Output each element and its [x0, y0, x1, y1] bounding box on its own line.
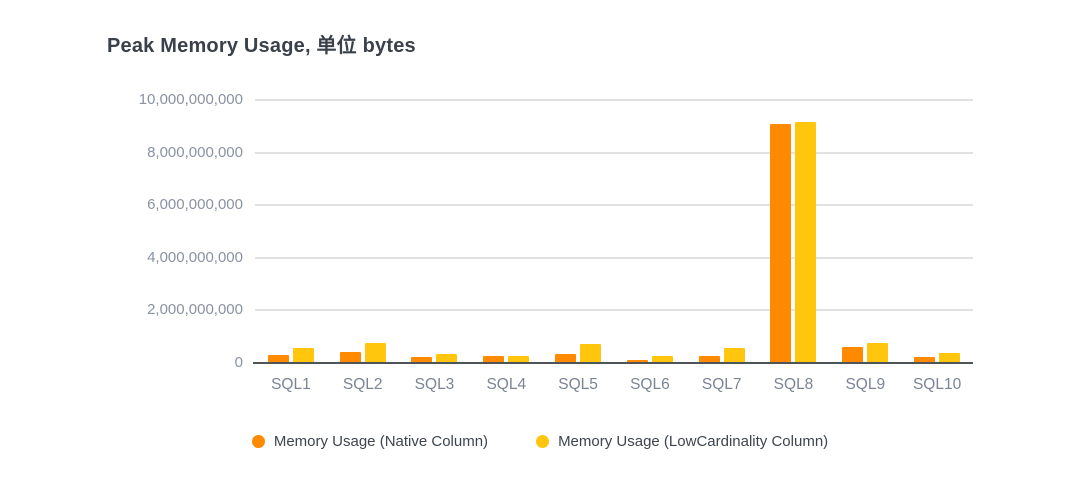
- bar-group-sql6: [614, 100, 686, 363]
- bar-sql4-native: [483, 356, 505, 363]
- bar-sql5-lowcardinality: [580, 343, 602, 363]
- bar-group-sql5: [542, 100, 614, 363]
- x-tick-label-sql3: SQL3: [414, 376, 455, 393]
- legend-label: Memory Usage (Native Column): [273, 433, 489, 450]
- legend: Memory Usage (Native Column) Memory Usage…: [0, 433, 1080, 450]
- chart-title: Peak Memory Usage, 单位 bytes: [107, 35, 416, 57]
- x-axis-line: [253, 362, 973, 364]
- plot-area: [253, 99, 973, 364]
- bar-groups: [255, 100, 973, 363]
- bar-sql8-native: [770, 123, 792, 363]
- bar-sql1-lowcardinality: [292, 347, 314, 363]
- legend-item-native[interactable]: Memory Usage (Native Column): [251, 433, 489, 450]
- bar-group-sql9: [829, 100, 901, 363]
- y-tick-label: 0: [234, 354, 243, 371]
- x-tick-label-sql7: SQL7: [701, 376, 742, 393]
- bar-sql9-native: [842, 347, 864, 363]
- bar-sql10-native: [914, 356, 936, 363]
- bar-sql3-lowcardinality: [436, 353, 458, 363]
- legend-dot-icon: [536, 435, 550, 448]
- gridline: [255, 99, 973, 101]
- legend-item-lowcardinality[interactable]: Memory Usage (LowCardinality Column): [536, 433, 828, 450]
- bar-group-sql2: [327, 100, 399, 363]
- legend-label: Memory Usage (LowCardinality Column): [558, 433, 829, 450]
- bar-sql4-lowcardinality: [508, 355, 530, 363]
- x-tick-label-sql8: SQL8: [773, 376, 814, 393]
- x-tick-label-sql5: SQL5: [558, 376, 598, 393]
- bar-sql9-lowcardinality: [867, 343, 889, 363]
- bar-sql3-native: [411, 357, 433, 363]
- x-tick-label-sql9: SQL9: [845, 376, 886, 393]
- y-tick-label: 2,000,000,000: [147, 301, 243, 319]
- x-tick-label-sql4: SQL4: [486, 376, 527, 393]
- gridline: [255, 204, 973, 207]
- y-tick-label: 10,000,000,000: [138, 91, 243, 108]
- bar-group-sql8: [758, 100, 830, 363]
- y-tick-label: 6,000,000,000: [147, 196, 243, 214]
- x-tick-label-sql10: SQL10: [912, 376, 962, 393]
- bar-group-sql4: [470, 100, 542, 363]
- bar-group-sql1: [255, 100, 327, 363]
- x-tick-label-sql2: SQL2: [342, 376, 383, 393]
- bar-sql6-native: [626, 359, 648, 363]
- gridline: [255, 309, 973, 312]
- bar-sql7-lowcardinality: [723, 348, 745, 363]
- legend-dot-icon: [251, 435, 265, 448]
- x-tick-label-sql6: SQL6: [630, 376, 670, 393]
- bar-sql2-lowcardinality: [364, 343, 386, 363]
- bar-sql10-lowcardinality: [939, 353, 961, 363]
- y-tick-label: 4,000,000,000: [147, 248, 243, 266]
- y-tick-label: 8,000,000,000: [147, 143, 243, 161]
- bar-sql6-lowcardinality: [651, 356, 673, 363]
- bar-sql1-native: [267, 354, 289, 363]
- bar-sql8-lowcardinality: [795, 121, 817, 363]
- bar-sql7-native: [698, 356, 720, 363]
- x-tick-label-sql1: SQL1: [271, 376, 311, 393]
- bar-group-sql10: [901, 100, 973, 363]
- bar-sql2-native: [339, 351, 361, 363]
- gridline: [255, 151, 973, 154]
- bar-group-sql7: [686, 100, 758, 363]
- gridline: [255, 256, 973, 259]
- bar-sql5-native: [555, 354, 577, 363]
- bar-group-sql3: [399, 100, 471, 363]
